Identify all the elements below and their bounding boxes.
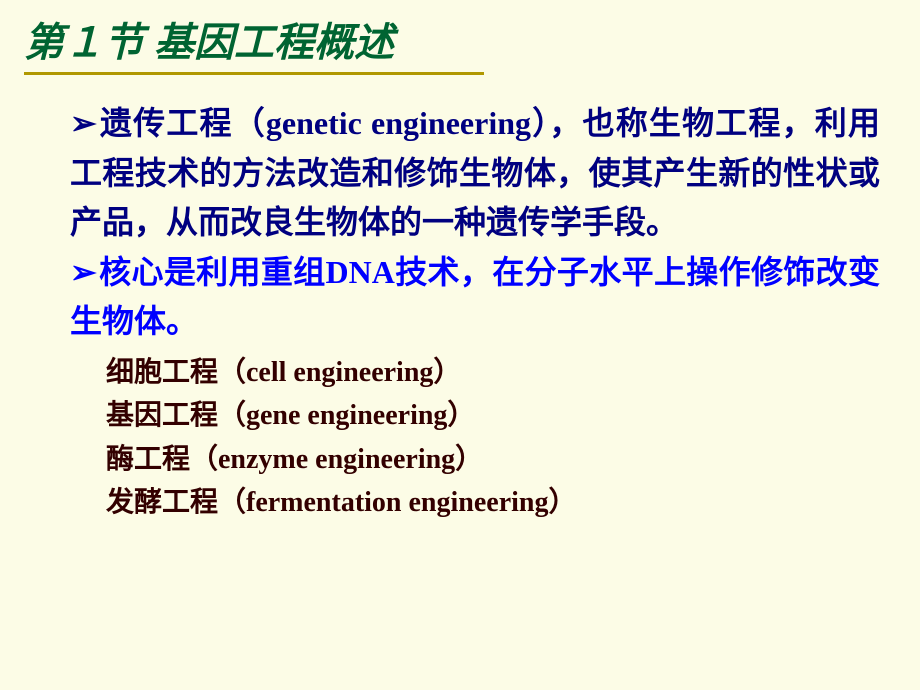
engineering-types-list: 细胞工程（cell engineering） 基因工程（gene enginee… bbox=[70, 347, 880, 525]
list-item: 酶工程（enzyme engineering） bbox=[106, 438, 880, 481]
definition-text: 遗传工程（genetic engineering），也称生物工程，利用工程技术的… bbox=[70, 105, 880, 240]
content-area: ➢遗传工程（genetic engineering），也称生物工程，利用工程技术… bbox=[20, 81, 890, 525]
bullet-icon: ➢ bbox=[70, 254, 97, 290]
core-text: 核心是利用重组DNA技术，在分子水平上操作修饰改变生物体。 bbox=[70, 254, 880, 340]
slide-title: 第１节 基因工程概述 bbox=[20, 10, 890, 68]
title-underline bbox=[24, 72, 484, 75]
slide: 第１节 基因工程概述 ➢遗传工程（genetic engineering），也称… bbox=[0, 0, 920, 690]
bullet-icon: ➢ bbox=[70, 105, 97, 141]
core-paragraph: ➢核心是利用重组DNA技术，在分子水平上操作修饰改变生物体。 bbox=[70, 248, 880, 347]
list-item: 发酵工程（fermentation engineering） bbox=[106, 481, 880, 524]
list-item: 基因工程（gene engineering） bbox=[106, 394, 880, 437]
title-block: 第１节 基因工程概述 bbox=[20, 10, 890, 75]
definition-paragraph: ➢遗传工程（genetic engineering），也称生物工程，利用工程技术… bbox=[70, 99, 880, 248]
list-item: 细胞工程（cell engineering） bbox=[106, 351, 880, 394]
